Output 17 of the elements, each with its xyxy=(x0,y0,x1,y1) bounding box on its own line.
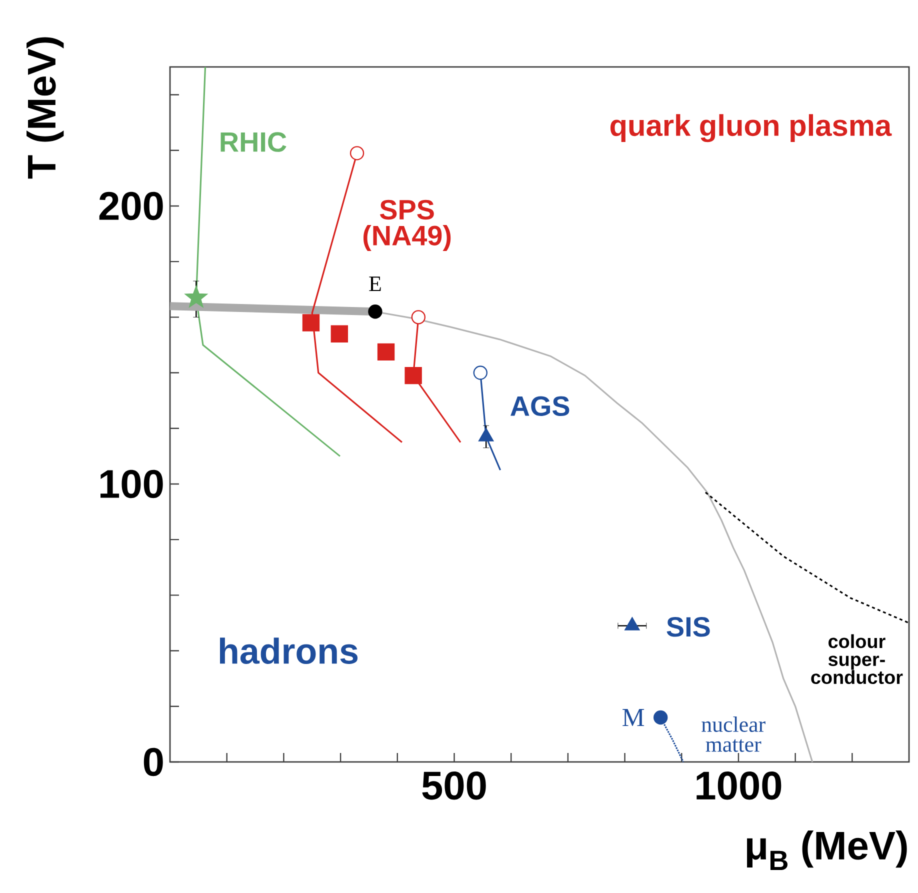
annotation: quark gluon plasma xyxy=(610,114,892,142)
y-tick-label: 200 xyxy=(99,192,163,220)
annotation: RHIC xyxy=(220,132,286,152)
annotation: SPS (NA49) xyxy=(364,200,451,252)
annotation: AGS xyxy=(510,396,570,416)
x-tick-label: 500 xyxy=(422,772,486,800)
y-tick-label: 100 xyxy=(100,470,163,498)
x-tick-label: 1000 xyxy=(696,772,782,800)
annotation: SIS xyxy=(666,617,710,637)
x-axis-title: μ$_{B}$ (MeV) xyxy=(747,830,907,870)
y-tick-label: 0 xyxy=(144,748,163,776)
y-axis-title: T (MeV) xyxy=(26,37,64,179)
annotation: nuclear matter xyxy=(702,716,766,752)
annotation: M xyxy=(622,709,644,726)
annotation: colour super-conductor xyxy=(811,634,903,684)
annotation: E xyxy=(369,276,381,291)
annotation: hadrons xyxy=(220,638,358,664)
